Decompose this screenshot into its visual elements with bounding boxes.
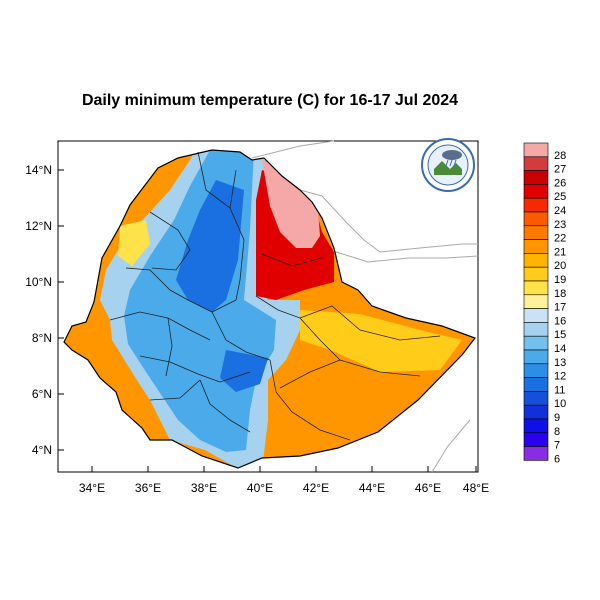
- x-tick-label-40E: 40°E: [247, 481, 273, 495]
- x-tick-label-36E: 36°E: [135, 481, 161, 495]
- colorbar-label-23: 23: [554, 219, 566, 231]
- y-tick-label-6N: 6°N: [32, 387, 52, 401]
- colorbar-label-24: 24: [554, 205, 566, 217]
- colorbar-label-7: 7: [554, 440, 560, 452]
- y-tick-4N: 4°N: [32, 443, 64, 457]
- x-tick-44E: 44°E: [359, 466, 385, 495]
- colorbar-swatch-16: [523, 308, 549, 323]
- colorbar-label-16: 16: [554, 315, 566, 327]
- colorbar-swatch-11: [523, 377, 549, 392]
- colorbar-swatch-25: [523, 184, 549, 199]
- colorbar-label-17: 17: [554, 302, 566, 314]
- colorbar-label-22: 22: [554, 233, 566, 245]
- colorbar-swatch-8: [523, 418, 549, 434]
- x-tick-46E: 46°E: [415, 466, 441, 495]
- colorbar-swatch-13: [523, 349, 549, 365]
- colorbar-label-8: 8: [554, 426, 560, 438]
- region-borders: [109, 151, 441, 441]
- x-tick-38E: 38°E: [191, 466, 217, 495]
- colorbar-swatch-19: [523, 266, 549, 282]
- colorbar-label-6: 6: [554, 453, 560, 465]
- y-tick-label-14N: 14°N: [25, 163, 52, 177]
- colorbar-swatch-28: [523, 142, 549, 158]
- y-tick-label-12N: 12°N: [25, 219, 52, 233]
- x-tick-label-42E: 42°E: [303, 481, 329, 495]
- y-tick-14N: 14°N: [25, 163, 64, 177]
- x-tick-label-48E: 48°E: [463, 481, 489, 495]
- x-tick-label-44E: 44°E: [359, 481, 385, 495]
- colorbar-swatch-12: [523, 363, 549, 378]
- colorbar-label-20: 20: [554, 260, 566, 272]
- colorbar-swatch-7: [523, 432, 549, 447]
- x-tick-label-34E: 34°E: [79, 481, 105, 495]
- colorbar-label-12: 12: [554, 371, 566, 383]
- neighbor-borders: [251, 140, 479, 473]
- colorbar-label-15: 15: [554, 329, 566, 341]
- colorbar-swatch-23: [523, 211, 549, 227]
- colorbar-label-28: 28: [554, 150, 566, 162]
- colorbar-label-14: 14: [554, 343, 566, 355]
- x-tick-36E: 36°E: [135, 466, 161, 495]
- colorbar-swatch-27: [523, 156, 549, 171]
- colorbar-label-27: 27: [554, 164, 566, 176]
- colorbar-swatch-18: [523, 280, 549, 296]
- colorbar-label-11: 11: [554, 384, 565, 396]
- y-tick-label-10N: 10°N: [25, 275, 52, 289]
- colorbar-swatch-17: [523, 294, 549, 309]
- y-tick-label-4N: 4°N: [32, 443, 52, 457]
- y-axis: 14°N 12°N 10°N 8°N 6°N 4°N: [25, 163, 64, 457]
- colorbar-swatch-15: [523, 322, 549, 337]
- colorbar-swatch-22: [523, 225, 549, 240]
- colorbar-label-26: 26: [554, 177, 566, 189]
- colorbar-swatch-21: [523, 239, 549, 254]
- x-axis: 34°E 36°E 38°E 40°E 42°E 44°E 46°E 48°E: [79, 466, 489, 495]
- colorbar-label-25: 25: [554, 191, 566, 203]
- country-outline: [63, 149, 476, 469]
- colorbar-swatch-10: [523, 391, 549, 406]
- colorbar-label-10: 10: [554, 398, 566, 410]
- x-tick-label-38E: 38°E: [191, 481, 217, 495]
- colorbar-swatch-26: [523, 170, 549, 185]
- colorbar-label-9: 9: [554, 412, 560, 424]
- x-tick-label-46E: 46°E: [415, 481, 441, 495]
- colorbar-label-13: 13: [554, 357, 566, 369]
- ethiopian-meteorology-institute-logo: [421, 138, 475, 192]
- y-tick-6N: 6°N: [32, 387, 64, 401]
- colorbar-swatch-9: [523, 404, 549, 420]
- colorbar-label-19: 19: [554, 274, 566, 286]
- y-tick-12N: 12°N: [25, 219, 64, 233]
- colorbar-swatch-20: [523, 253, 549, 268]
- x-tick-34E: 34°E: [79, 466, 105, 495]
- x-tick-48E: 48°E: [463, 466, 489, 495]
- x-tick-40E: 40°E: [247, 466, 273, 495]
- colorbar-label-21: 21: [554, 246, 566, 258]
- colorbar-label-18: 18: [554, 288, 566, 300]
- y-tick-10N: 10°N: [25, 275, 64, 289]
- y-tick-label-8N: 8°N: [32, 331, 52, 345]
- y-tick-8N: 8°N: [32, 331, 64, 345]
- colorbar-swatch-14: [523, 335, 549, 351]
- colorbar-swatch-24: [523, 197, 549, 213]
- x-tick-42E: 42°E: [303, 466, 329, 495]
- map-title: Daily minimum temperature (C) for 16-17 …: [81, 92, 459, 109]
- colorbar-swatch-6: [523, 446, 549, 461]
